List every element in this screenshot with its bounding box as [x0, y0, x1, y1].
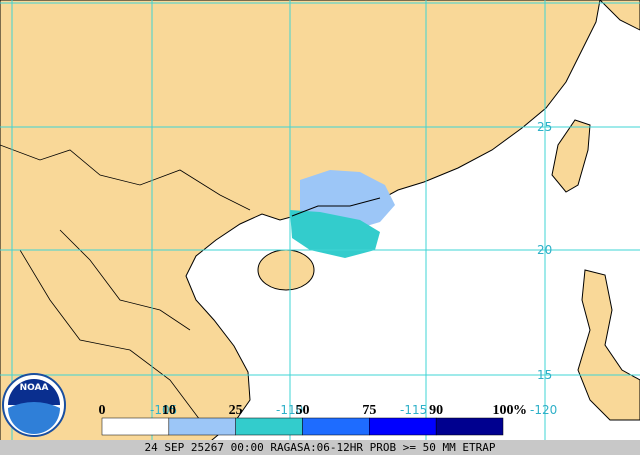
lon-label: -105	[150, 403, 177, 417]
lon-label: -120	[530, 403, 557, 417]
legend-label: 90	[429, 403, 443, 418]
luzon	[577, 269, 640, 421]
lon-label: -110	[276, 403, 303, 417]
hainan	[257, 249, 315, 291]
legend-swatch	[235, 417, 303, 436]
legend-label: 0	[99, 403, 106, 418]
legend-swatch	[435, 417, 504, 436]
mainland	[0, 0, 601, 455]
legend-label: 75	[362, 403, 376, 418]
legend-label: 100	[493, 403, 514, 418]
coast-detail	[291, 197, 381, 217]
logo-sky	[8, 379, 60, 405]
grid	[0, 0, 640, 440]
legend-swatch	[101, 417, 170, 436]
legend-unit: %	[513, 403, 527, 418]
legend-label: 25	[229, 403, 243, 418]
noaa-logo: NOAA	[2, 373, 66, 437]
logo-sea	[8, 402, 60, 434]
lat-label: 25	[537, 120, 552, 134]
lat-label: 15	[537, 368, 552, 382]
land-ne	[599, 0, 640, 31]
legend-swatch	[369, 417, 437, 436]
legend-label: 50	[296, 403, 310, 418]
logo-text: NOAA	[20, 383, 49, 393]
footer-bar	[0, 440, 640, 455]
legend-swatch	[302, 417, 370, 436]
legend: 0 10 25 50 75 90 100%	[99, 403, 527, 436]
taiwan	[551, 119, 591, 193]
lon-label: -115	[400, 403, 427, 417]
precip-25	[290, 210, 380, 258]
legend-swatch	[168, 417, 236, 436]
legend-label: 10	[162, 403, 176, 418]
footer: 24 SEP 25267 00:00 RAGASA:06-12HR PROB >…	[145, 441, 496, 454]
lat-label: 20	[537, 243, 552, 257]
